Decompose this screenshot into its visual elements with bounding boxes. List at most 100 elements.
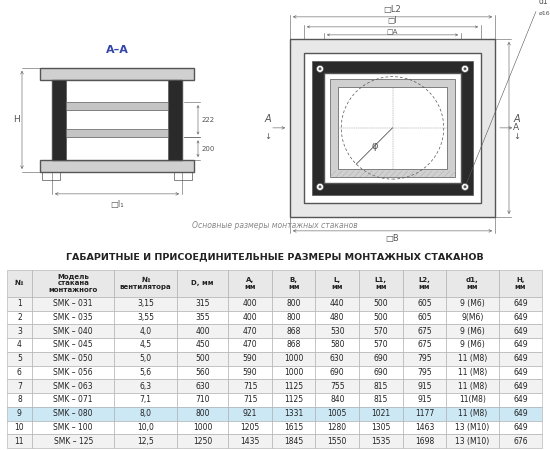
Bar [7,365,32,379]
Text: 8,0: 8,0 [140,409,152,418]
Text: □l: □l [388,16,397,25]
Text: 580: 580 [330,340,344,349]
Bar [32,310,114,324]
Bar [359,270,403,297]
Text: 815: 815 [373,396,388,405]
Bar [446,434,499,448]
Text: □L2: □L2 [384,5,402,14]
Text: 1005: 1005 [328,409,347,418]
Bar [228,379,272,393]
Bar [359,379,403,393]
Text: SMK – 040: SMK – 040 [53,327,93,336]
Text: 9: 9 [17,409,22,418]
Text: L,
мм: L, мм [332,277,343,290]
Bar [32,407,114,420]
Bar [403,407,446,420]
Text: 1021: 1021 [371,409,390,418]
Text: 2: 2 [17,313,22,322]
Text: 7: 7 [17,382,22,391]
Text: 649: 649 [513,354,528,363]
Text: 8: 8 [17,396,22,405]
Text: 355: 355 [195,313,210,322]
Bar [7,310,32,324]
Text: 590: 590 [243,354,257,363]
Bar [114,420,177,434]
Bar [177,324,228,338]
Bar [52,80,66,160]
Bar [446,324,499,338]
Text: 795: 795 [417,368,432,377]
Text: 1535: 1535 [371,436,390,446]
Text: φ: φ [371,141,378,151]
Text: □l₁: □l₁ [110,200,124,209]
Text: 7,1: 7,1 [140,396,152,405]
Text: □B: □B [386,234,399,243]
Text: 675: 675 [417,327,432,336]
Bar [272,310,316,324]
Text: 649: 649 [513,340,528,349]
Text: 3,55: 3,55 [137,313,154,322]
Bar [228,270,272,297]
Text: 10: 10 [15,423,24,432]
Text: H: H [14,115,20,124]
Bar [312,61,473,195]
Bar [316,434,359,448]
Bar [114,352,177,365]
Text: 470: 470 [243,327,257,336]
Bar [66,102,168,110]
Bar [114,270,177,297]
Text: 675: 675 [417,340,432,349]
Bar [228,420,272,434]
Text: H,
мм: H, мм [515,277,526,290]
Bar [7,324,32,338]
Text: 400: 400 [243,313,257,322]
Text: 649: 649 [513,299,528,308]
Bar [272,270,316,297]
Text: 1463: 1463 [415,423,434,432]
Text: SMK – 056: SMK – 056 [53,368,93,377]
Bar [403,352,446,365]
Bar [290,39,495,217]
Text: 5,0: 5,0 [140,354,152,363]
Bar [228,352,272,365]
Text: 1000: 1000 [284,368,304,377]
Text: 1435: 1435 [240,436,260,446]
Bar [52,80,182,160]
Bar [174,172,192,180]
Text: 500: 500 [373,313,388,322]
Text: 1331: 1331 [284,409,303,418]
Bar [499,393,542,407]
Bar [446,407,499,420]
Text: SMK – 035: SMK – 035 [53,313,93,322]
Bar [272,324,316,338]
Text: 1205: 1205 [240,423,260,432]
Text: 921: 921 [243,409,257,418]
Text: 1305: 1305 [371,423,390,432]
Text: 222: 222 [202,117,215,123]
Text: 6,3: 6,3 [140,382,152,391]
Circle shape [461,184,469,190]
Bar [316,407,359,420]
Text: 815: 815 [373,382,388,391]
Bar [7,338,32,352]
Text: 4: 4 [17,340,22,349]
Text: 690: 690 [373,368,388,377]
Text: 450: 450 [195,340,210,349]
Bar [177,393,228,407]
Text: SMK – 100: SMK – 100 [53,423,93,432]
Bar [359,324,403,338]
Bar [272,379,316,393]
Text: 11 (M8): 11 (M8) [458,354,487,363]
Text: 11 (M8): 11 (M8) [458,382,487,391]
Text: 12,5: 12,5 [138,436,154,446]
Text: ГАБАРИТНЫЕ И ПРИСОЕДИНИТЕЛЬНЫЕ РАЗМЕРЫ МОНТАЖНЫХ СТАКАНОВ: ГАБАРИТНЫЕ И ПРИСОЕДИНИТЕЛЬНЫЕ РАЗМЕРЫ М… [66,253,484,262]
Bar [228,324,272,338]
Bar [114,379,177,393]
Bar [40,68,194,80]
Bar [228,338,272,352]
Text: Основные размеры монтажных стаканов: Основные размеры монтажных стаканов [192,221,358,230]
Text: SMK – 071: SMK – 071 [53,396,93,405]
Circle shape [319,186,321,188]
Text: 9(M6): 9(M6) [461,313,483,322]
Text: 649: 649 [513,396,528,405]
